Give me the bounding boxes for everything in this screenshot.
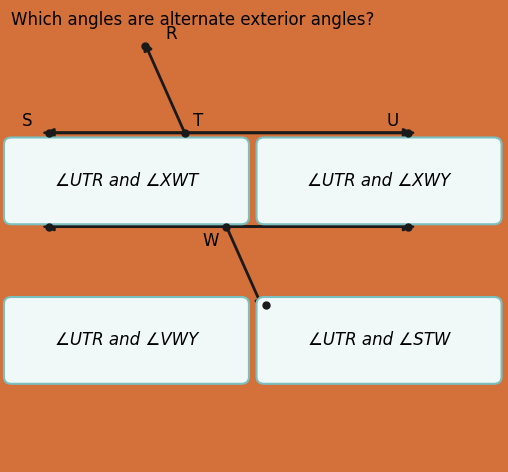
FancyBboxPatch shape bbox=[4, 137, 249, 224]
Point bbox=[223, 223, 231, 230]
Text: S: S bbox=[21, 112, 32, 130]
Text: ∠UTR and ∠XWT: ∠UTR and ∠XWT bbox=[55, 172, 198, 190]
Text: T: T bbox=[194, 112, 204, 130]
Point bbox=[404, 223, 412, 230]
Text: ∠UTR and ∠VWY: ∠UTR and ∠VWY bbox=[55, 331, 198, 349]
Text: ∠UTR and ∠XWY: ∠UTR and ∠XWY bbox=[307, 172, 451, 190]
Text: Y: Y bbox=[236, 309, 246, 327]
FancyBboxPatch shape bbox=[4, 297, 249, 384]
Point bbox=[45, 223, 53, 230]
Point bbox=[181, 129, 189, 136]
Text: Which angles are alternate exterior angles?: Which angles are alternate exterior angl… bbox=[12, 11, 375, 29]
Point bbox=[141, 42, 149, 50]
Text: U: U bbox=[387, 112, 399, 130]
Text: R: R bbox=[166, 25, 177, 43]
FancyBboxPatch shape bbox=[257, 137, 501, 224]
Point bbox=[404, 129, 412, 136]
Point bbox=[45, 129, 53, 136]
Text: W: W bbox=[203, 232, 219, 250]
Text: V: V bbox=[21, 206, 33, 224]
FancyBboxPatch shape bbox=[257, 297, 501, 384]
Text: ∠UTR and ∠STW: ∠UTR and ∠STW bbox=[308, 331, 450, 349]
Text: X: X bbox=[372, 206, 384, 224]
Point bbox=[262, 302, 270, 309]
